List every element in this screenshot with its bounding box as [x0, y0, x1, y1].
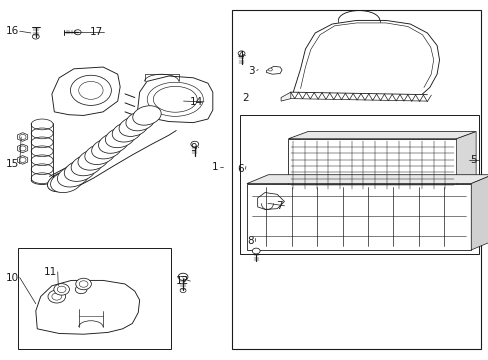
Circle shape: [79, 81, 103, 99]
Circle shape: [79, 281, 88, 287]
Polygon shape: [281, 92, 290, 101]
Circle shape: [252, 248, 260, 254]
Ellipse shape: [119, 117, 148, 136]
Circle shape: [190, 141, 198, 147]
Text: 10: 10: [5, 273, 19, 283]
Circle shape: [74, 30, 81, 35]
Text: 1: 1: [211, 162, 218, 172]
Polygon shape: [257, 193, 284, 210]
Text: 4: 4: [237, 50, 244, 60]
Ellipse shape: [132, 106, 161, 125]
Ellipse shape: [105, 127, 135, 148]
Circle shape: [70, 75, 111, 105]
Circle shape: [48, 290, 65, 303]
Polygon shape: [246, 175, 488, 184]
Polygon shape: [52, 67, 120, 116]
Text: 16: 16: [5, 26, 19, 36]
Circle shape: [180, 288, 185, 293]
Ellipse shape: [84, 144, 115, 165]
Text: 14: 14: [189, 97, 203, 107]
Polygon shape: [246, 184, 470, 250]
Text: 6: 6: [237, 164, 244, 174]
Circle shape: [32, 34, 39, 39]
Ellipse shape: [64, 160, 95, 181]
Polygon shape: [288, 132, 475, 139]
Polygon shape: [456, 132, 475, 191]
Text: 8: 8: [246, 236, 253, 246]
Polygon shape: [137, 76, 212, 123]
Circle shape: [19, 146, 26, 151]
Bar: [232, 10, 480, 348]
Text: 13: 13: [102, 138, 115, 148]
Text: 11: 11: [43, 267, 57, 277]
Ellipse shape: [50, 171, 82, 193]
Circle shape: [57, 286, 66, 293]
Polygon shape: [266, 66, 282, 74]
Circle shape: [52, 293, 61, 300]
Ellipse shape: [112, 122, 141, 142]
Circle shape: [19, 134, 26, 139]
Circle shape: [268, 68, 272, 71]
Polygon shape: [18, 144, 28, 153]
Ellipse shape: [71, 155, 102, 176]
Polygon shape: [36, 280, 140, 334]
Circle shape: [54, 284, 69, 295]
Polygon shape: [18, 156, 28, 164]
Ellipse shape: [91, 138, 122, 159]
Ellipse shape: [125, 111, 154, 131]
Polygon shape: [18, 133, 28, 141]
Circle shape: [178, 273, 187, 280]
Text: 15: 15: [5, 159, 19, 169]
Bar: [239, 116, 478, 253]
Text: 3: 3: [248, 66, 255, 76]
Bar: [18, 248, 171, 348]
Circle shape: [19, 157, 26, 162]
Ellipse shape: [47, 172, 78, 192]
Text: 12: 12: [176, 276, 189, 286]
Circle shape: [238, 51, 244, 56]
Polygon shape: [288, 139, 456, 191]
Text: 7: 7: [276, 201, 282, 211]
Text: 9: 9: [189, 143, 196, 153]
Text: 2: 2: [242, 93, 249, 103]
Circle shape: [75, 285, 87, 294]
Ellipse shape: [53, 176, 72, 188]
Ellipse shape: [31, 119, 53, 130]
Ellipse shape: [57, 166, 89, 187]
Ellipse shape: [98, 133, 128, 153]
Text: 17: 17: [90, 27, 103, 37]
Circle shape: [76, 278, 91, 290]
Text: 5: 5: [469, 155, 476, 165]
Polygon shape: [470, 175, 488, 250]
Ellipse shape: [78, 149, 108, 170]
